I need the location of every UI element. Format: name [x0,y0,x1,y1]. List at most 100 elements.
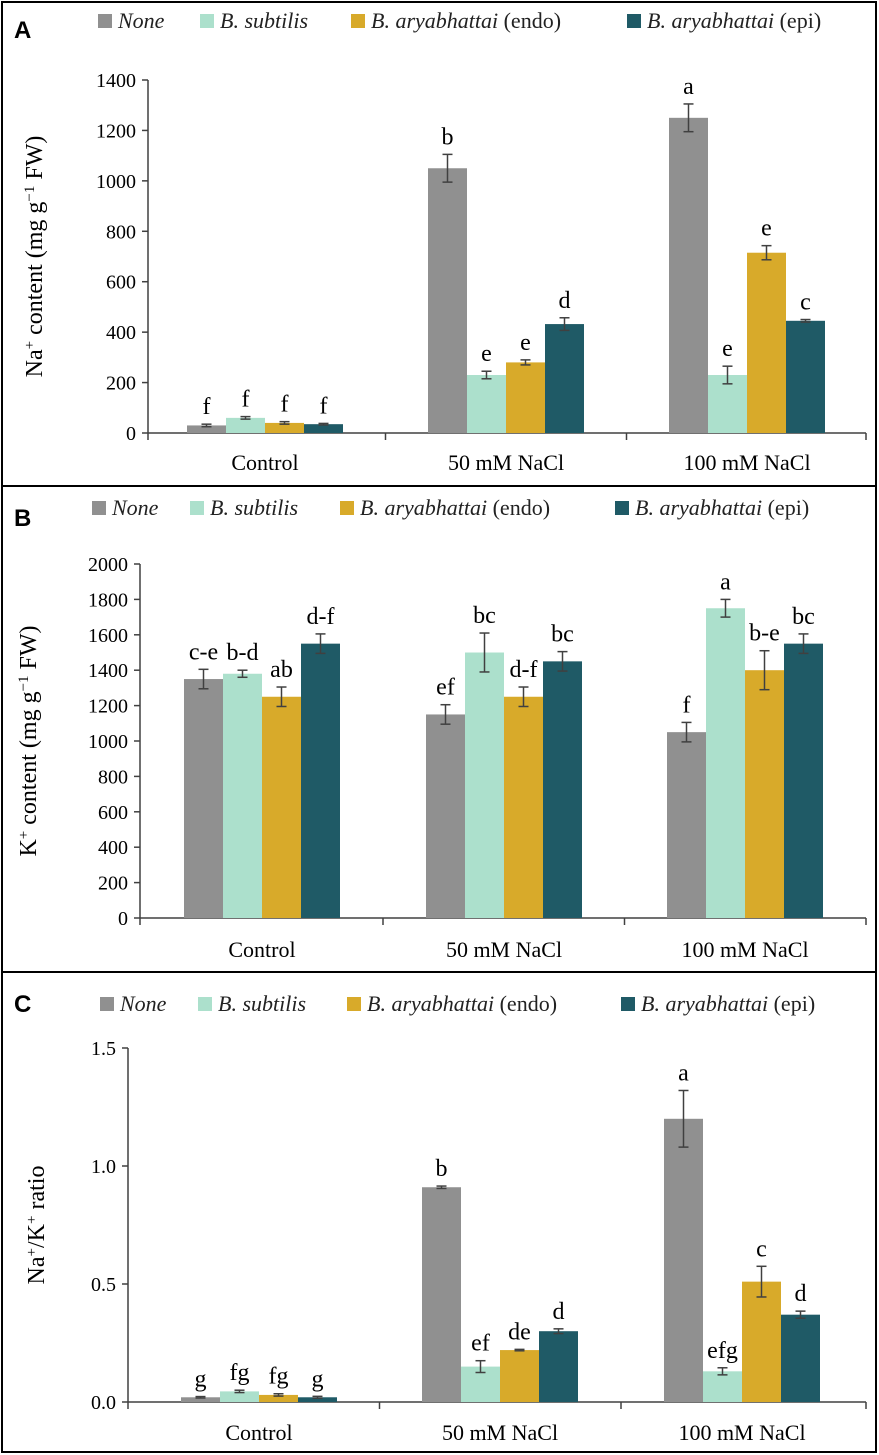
y-tick-label: 1000 [88,731,128,753]
panel-letter: C [14,991,31,1018]
y-tick-label: 400 [106,322,136,344]
significance-letter: c [756,1236,767,1262]
significance-letter: bc [551,622,574,648]
y-tick-label: 1800 [88,589,128,611]
bar-none [422,1187,461,1402]
legend-swatch-subtilis [198,997,212,1011]
significance-letter: b-e [749,621,780,647]
legend-swatch-none [100,997,114,1011]
significance-letter: e [481,341,492,367]
bar-none [667,732,706,918]
significance-letter: c-e [189,639,218,665]
bar-none [664,1118,703,1402]
significance-letter: e [722,336,733,362]
y-tick-label: 1400 [96,70,136,92]
category-label: Control [231,450,298,475]
legend-label-subtilis: B. subtilis [218,991,306,1016]
bar-none [184,679,223,918]
legend-label-subtilis: B. subtilis [220,8,308,33]
bar-epi [543,661,582,918]
bar-none [181,1397,220,1402]
significance-letter: f [320,393,328,419]
y-tick-label: 800 [106,221,136,243]
significance-letter: c [800,290,811,316]
legend-swatch-subtilis [190,501,204,515]
bar-epi [784,643,823,918]
y-tick-label: 2000 [88,554,128,576]
category-label: Control [225,1420,292,1445]
category-label: 100 mM NaCl [678,1420,805,1445]
y-tick-label: 0 [126,423,136,445]
bar-subtilis [226,417,265,433]
y-tick-label: 600 [106,272,136,294]
y-tick-label: 1400 [88,660,128,682]
category-label: 50 mM NaCl [446,937,562,962]
bar-epi [301,643,340,918]
legend-swatch-endo [351,14,365,28]
legend-label-epi: B. aryabhattai (epi) [641,991,815,1016]
y-tick-label: 1200 [88,696,128,718]
bar-epi [545,324,584,433]
legend-swatch-endo [340,501,354,515]
significance-letter: b [436,1156,448,1182]
bar-subtilis [467,375,506,433]
y-tick-label: 200 [106,373,136,395]
bar-epi [539,1331,578,1402]
bar-endo [504,696,543,918]
y-axis-label: K+ content (mg g−1 FW) [16,625,42,856]
bar-endo [262,696,301,918]
significance-letter: a [678,1060,689,1086]
significance-letter: g [195,1367,207,1393]
significance-letter: b [442,124,454,150]
legend-label-subtilis: B. subtilis [210,495,298,520]
significance-letter: a [683,74,694,100]
y-tick-label: 1600 [88,625,128,647]
bar-subtilis [223,673,262,918]
y-tick-label: 1.0 [91,1156,116,1178]
significance-letter: f [242,387,250,413]
panel-a: A None B. subtilis B. aryabhattai (endo) B. … [1,1,877,487]
category-label: 100 mM NaCl [683,450,810,475]
category-label: 50 mM NaCl [448,450,564,475]
significance-letter: f [203,394,211,420]
y-tick-label: 0 [118,908,128,930]
legend-label-none: None [117,8,165,33]
y-axis-label: Na+ content (mg g−1 FW) [22,136,48,378]
bar-subtilis [706,608,745,918]
bar-epi [786,320,825,433]
significance-letter: f [683,692,691,718]
bar-none [669,117,708,434]
significance-letter: ef [436,675,455,701]
legend-swatch-none [92,501,106,515]
significance-letter: de [508,1319,531,1345]
bar-epi [298,1397,337,1402]
category-label: 50 mM NaCl [442,1420,558,1445]
y-tick-label: 1200 [96,120,136,142]
bar-endo [747,252,786,433]
panel-letter: A [14,17,31,44]
bar-endo [506,362,545,433]
y-tick-label: 200 [98,873,128,895]
legend-swatch-endo [347,997,361,1011]
significance-letter: e [520,330,531,356]
bar-none [187,425,226,433]
legend-swatch-epi [615,501,629,515]
legend-label-none: None [119,991,167,1016]
bar-epi [304,424,343,433]
significance-letter: ab [270,657,293,683]
significance-letter: fg [230,1360,250,1386]
y-tick-label: 800 [98,766,128,788]
panel-c: C None B. subtilis B. aryabhattai (endo) B. … [1,971,877,1453]
legend-label-epi: B. aryabhattai (epi) [635,495,809,520]
significance-letter: e [761,216,772,242]
category-label: 100 mM NaCl [681,937,808,962]
bar-none [428,168,467,433]
legend-swatch-subtilis [200,14,214,28]
y-tick-label: 0.5 [91,1274,116,1296]
significance-letter: bc [473,603,496,629]
bar-endo [259,1394,298,1402]
legend-label-endo: B. aryabhattai (endo) [360,495,550,520]
legend-label-none: None [111,495,159,520]
legend-label-endo: B. aryabhattai (endo) [367,991,557,1016]
